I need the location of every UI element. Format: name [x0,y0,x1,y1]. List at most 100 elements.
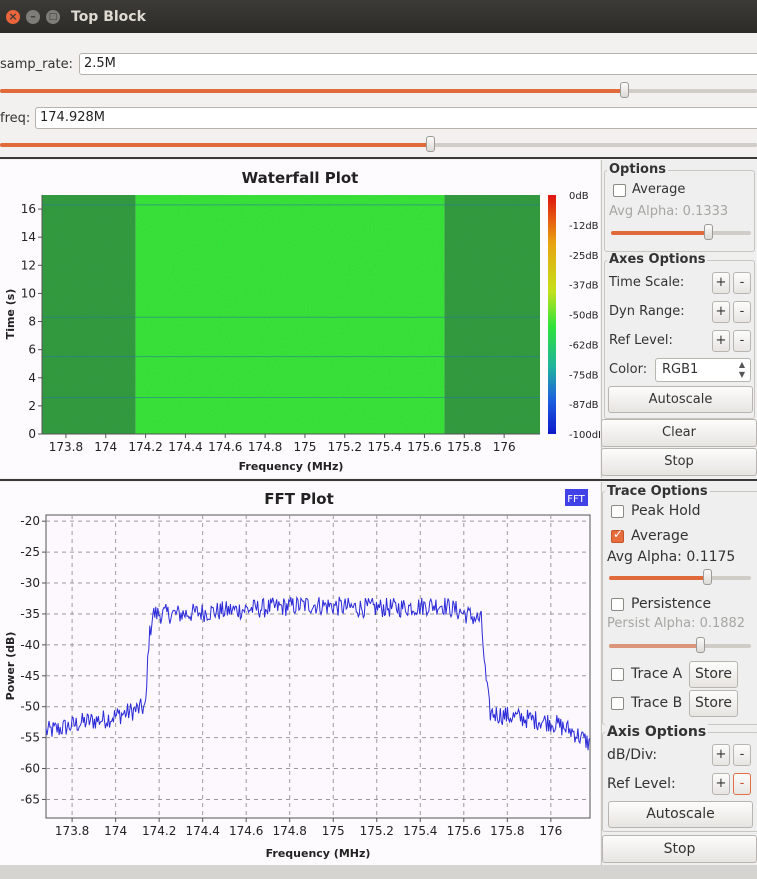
fft-y-tick-label: -25 [20,545,40,559]
dyn-range-plus-button[interactable]: + [712,301,730,323]
close-icon: × [8,10,18,23]
waterfall-panel: Waterfall Plot 0dB -12dB -25dB -37dB -50dB -6… [0,160,600,478]
persistence-checkbox[interactable] [611,598,624,611]
average-label: Average [632,182,686,197]
window-title: Top Block [71,9,146,25]
fft-x-tick-label: 174.6 [229,824,263,838]
freq-slider[interactable] [0,136,757,152]
maximize-icon: □ [48,12,58,22]
trace-b-label: Trace B [631,695,683,711]
options-group [604,170,755,252]
colorbar-tick-label: -100dB [569,430,600,441]
fft-y-tick-label: -60 [20,762,40,776]
persist-alpha-slider[interactable] [609,637,751,653]
fft-autoscale-button[interactable]: Autoscale [608,801,753,828]
avg-alpha-slider[interactable] [611,224,751,240]
divider [0,157,757,159]
db-div-minus-button[interactable]: - [733,744,751,766]
avg-alpha-slider-fill [609,576,709,580]
samp-rate-slider-fill [0,89,625,93]
avg-alpha-slider[interactable] [609,569,751,585]
waterfall-stop-button[interactable]: Stop [601,448,757,476]
minimize-window-button[interactable]: – [26,10,40,24]
ref-level-plus-button[interactable]: + [712,330,730,352]
fft-x-tick-label: 175 [322,824,345,838]
peak-hold-checkbox[interactable] [611,505,624,518]
waterfall-y-tick-label: 16 [21,202,36,216]
fft-plot[interactable]: FFT Plot FFT 173.8 174 174.2 174.4 174.6 174.… [0,482,600,865]
fft-x-tick-label: 175.6 [447,824,481,838]
trace-a-checkbox[interactable] [611,668,624,681]
fft-y-tick-label: -65 [20,792,40,806]
fft-x-tick-label: 175.2 [360,824,394,838]
persist-alpha-slider-handle[interactable] [696,637,706,653]
time-scale-minus-button[interactable]: - [733,272,751,294]
fft-x-tick-label: 174.8 [273,824,307,838]
fft-x-tick-label: 174.2 [142,824,176,838]
waterfall-y-tick-label: 4 [28,371,36,385]
fft-x-tick-label: 175.4 [403,824,437,838]
trace-a-store-button[interactable]: Store [689,661,738,688]
waterfall-y-tick-label: 8 [28,315,36,329]
colorbar-tick-label: -62dB [569,340,599,351]
samp-rate-input[interactable]: 2.5M [79,53,757,75]
colorbar-tick-label: 0dB [569,191,589,202]
options-group-title: Options [607,162,668,177]
fft-ylabel: Power (dB) [4,632,17,701]
fft-legend-swatch[interactable] [565,489,588,506]
waterfall-image [42,195,540,434]
waterfall-noise [42,195,540,434]
trace-options-title: Trace Options [605,484,710,499]
fft-x-tick-label: 174.4 [185,824,219,838]
trace-a-label: Trace A [631,666,683,682]
time-scale-plus-button[interactable]: + [712,272,730,294]
close-window-button[interactable]: × [6,10,20,24]
bottom-edge [0,865,757,879]
fft-x-tick-label: 173.8 [55,824,89,838]
fft-y-tick-label: -40 [20,638,40,652]
clear-button[interactable]: Clear [601,419,757,447]
colorbar-tick-label: -75dB [569,370,599,381]
ref-level-minus-button[interactable]: - [733,330,751,352]
waterfall-y-tick-label: 14 [21,230,36,244]
ref-level-label: Ref Level: [607,776,676,792]
fft-y-tick-label: -35 [20,607,40,621]
time-scale-label: Time Scale: [609,275,685,290]
avg-alpha-slider-handle[interactable] [703,569,713,585]
fft-plot-area [45,514,591,819]
avg-alpha-slider-handle[interactable] [704,224,713,240]
dyn-range-minus-button[interactable]: - [733,301,751,323]
average-label: Average [631,528,689,544]
freq-slider-handle[interactable] [426,136,436,152]
minimize-icon: – [30,10,36,23]
waterfall-title: Waterfall Plot [242,169,359,187]
waterfall-side-panel: Options Average Avg Alpha: 0.1333 Axes O… [601,160,757,478]
waterfall-x-tick-label: 174 [94,440,117,454]
average-checkbox[interactable] [611,527,624,543]
waterfall-y-tick-label: 0 [28,427,36,441]
samp-rate-slider[interactable] [0,82,757,98]
samp-rate-slider-handle[interactable] [619,82,629,98]
ref-level-minus-button[interactable]: - [733,773,751,795]
waterfall-y-tick-label: 12 [21,258,36,272]
maximize-window-button[interactable]: □ [46,10,60,24]
freq-input[interactable]: 174.928M [35,107,757,129]
color-select[interactable]: RGB1 ▲ ▼ [655,358,751,382]
ref-level-plus-button[interactable]: + [712,773,730,795]
waterfall-autoscale-button[interactable]: Autoscale [608,386,753,413]
waterfall-x-tick-label: 174.8 [248,440,282,454]
average-checkbox[interactable] [613,184,626,197]
colorbar-tick-label: -12dB [569,221,599,232]
color-select-value: RGB1 [662,362,699,377]
db-div-plus-button[interactable]: + [712,744,730,766]
trace-b-store-button[interactable]: Store [689,690,738,717]
colorbar-tick-label: -25dB [569,251,599,262]
trace-b-checkbox[interactable] [611,697,624,710]
waterfall-x-tick-label: 174.4 [168,440,202,454]
fft-y-tick-label: -20 [20,514,40,528]
fft-stop-button[interactable]: Stop [602,835,757,863]
waterfall-plot[interactable]: Waterfall Plot 0dB -12dB -25dB -37dB -50dB -6… [0,160,600,478]
fft-y-tick-label: -30 [20,576,40,590]
avg-alpha-label: Avg Alpha: 0.1175 [607,549,736,565]
persistence-label: Persistence [631,596,712,612]
